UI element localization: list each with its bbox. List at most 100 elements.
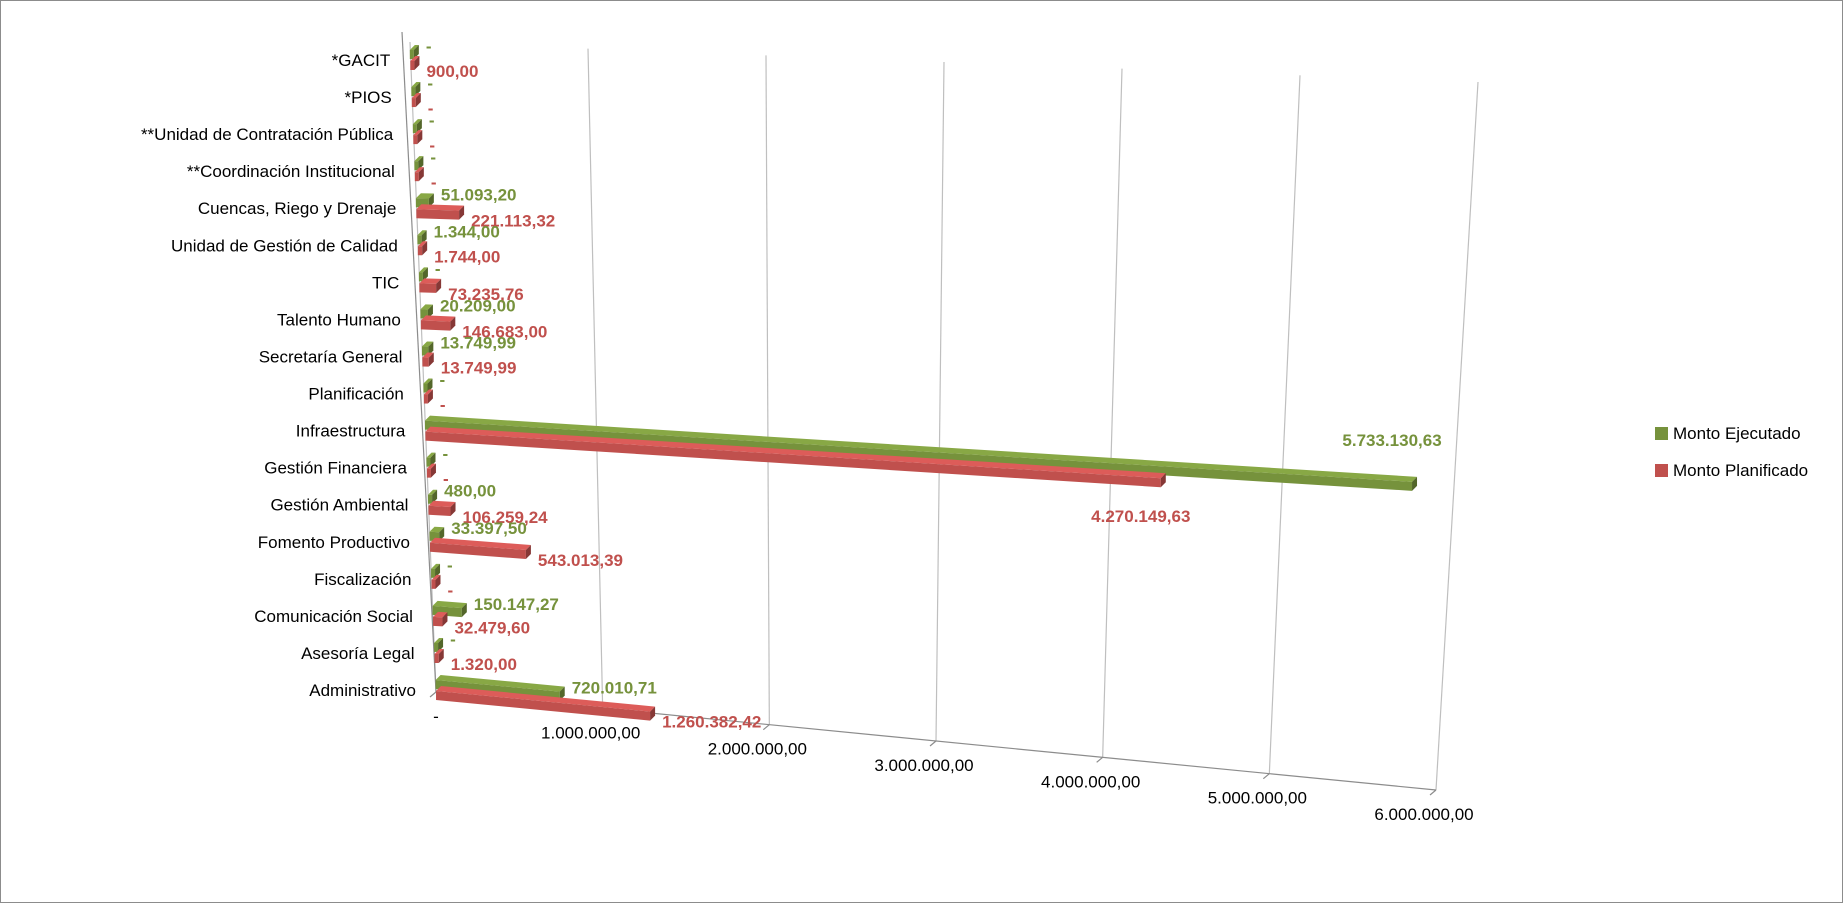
category-label: Gestión Financiera (264, 459, 407, 478)
tick-mark-4 (1096, 756, 1104, 763)
data-label-ejecutado: 720.010,71 (572, 679, 657, 698)
bar-planificado (410, 56, 420, 71)
bar-planificado (436, 686, 656, 721)
bar-planificado (423, 389, 433, 404)
category-label: *GACIT (332, 51, 391, 70)
legend-label-1: Monto Planificado (1673, 461, 1808, 480)
bar-planificado (425, 426, 1166, 488)
category-label: Fiscalización (314, 570, 411, 589)
category-label: Cuencas, Riego y Drenaje (198, 199, 396, 218)
bars-layer (409, 45, 1418, 721)
gridline-4 (1102, 68, 1123, 758)
bar-ejecutado (423, 378, 433, 393)
legend: Monto Ejecutado Monto Planificado (1655, 424, 1808, 480)
data-label-planificado: 4.270.149,63 (1091, 507, 1190, 526)
bar-ejecutado (417, 230, 427, 245)
data-label-planificado: 106.259,24 (463, 508, 549, 527)
tick-mark-6 (1429, 789, 1437, 796)
x-axis-ticks: - 1.000.000,00 2.000.000,00 3.000.000,00 4.0… (433, 707, 1473, 824)
data-label-planificado: - (443, 470, 449, 489)
data-label-ejecutado: 5.733.130,63 (1342, 431, 1441, 450)
y-axis-line (401, 31, 437, 693)
data-label-planificado: 221.113,32 (471, 212, 555, 231)
bar-ejecutado (412, 119, 422, 134)
bar-ejecutado (424, 415, 1418, 491)
data-label-planificado: 146.683,00 (462, 323, 547, 342)
legend-swatch-0 (1655, 427, 1668, 440)
category-label: **Coordinación Institucional (187, 162, 395, 181)
bar-planificado (416, 204, 465, 220)
x-tick-label-5: 5.000.000,00 (1208, 789, 1307, 808)
category-label: Secretaría General (259, 347, 403, 366)
data-label-ejecutado: 480,00 (444, 482, 496, 501)
bar-planificado (417, 241, 428, 256)
data-label-ejecutado: 1.344,00 (434, 222, 500, 241)
bar-planificado (422, 352, 434, 367)
gridline-6 (1435, 81, 1479, 791)
category-label: Planificación (308, 385, 403, 404)
category-label: Fomento Productivo (258, 533, 410, 552)
data-label-ejecutado: 33.397,50 (451, 519, 527, 538)
bar-planificado (411, 93, 421, 108)
data-label-ejecutado: - (426, 37, 432, 56)
bar-planificado (426, 463, 436, 478)
data-label-planificado: - (440, 396, 446, 415)
category-label: Talento Humano (277, 310, 401, 329)
tick-mark-3 (929, 740, 937, 747)
category-label: *PIOS (345, 88, 392, 107)
x-tick-label-1: 1.000.000,00 (541, 723, 640, 742)
bar-planificado (433, 611, 448, 627)
data-label-ejecutado: - (427, 74, 433, 93)
gridline-3 (935, 61, 945, 742)
bar-ejecutado (411, 82, 421, 97)
data-label-planificado: - (447, 581, 453, 600)
tick-mark-2 (762, 724, 770, 731)
bar-ejecutado (426, 452, 436, 467)
grid-layer (401, 31, 1479, 796)
category-label: Infraestructura (296, 422, 406, 441)
data-label-ejecutado: - (430, 148, 436, 167)
bar-planificado (414, 167, 424, 182)
category-label: Asesoría Legal (301, 644, 414, 663)
gridline-1 (587, 48, 604, 709)
bar-ejecutado (414, 156, 424, 171)
data-label-planificado: 13.749,99 (441, 359, 517, 378)
bar-ejecutado (418, 267, 428, 282)
category-label: Administrativo (309, 681, 416, 700)
data-label-planificado: 32.479,60 (454, 618, 530, 637)
bar-planificado (429, 537, 531, 559)
bar-ejecutado (420, 304, 433, 319)
data-label-planificado: 1.320,00 (451, 655, 517, 674)
data-label-planificado: 543.013,39 (538, 551, 623, 570)
category-label: TIC (372, 273, 399, 292)
data-label-ejecutado: - (439, 371, 445, 390)
legend-label-0: Monto Ejecutado (1673, 424, 1801, 443)
bar-planificado (419, 278, 442, 293)
data-label-ejecutado: 20.209,00 (440, 297, 516, 316)
data-label-planificado: - (428, 99, 434, 118)
data-label-planificado: - (429, 136, 435, 155)
gridline-5 (1268, 75, 1301, 774)
category-label: Unidad de Gestión de Calidad (171, 236, 398, 255)
data-label-planificado: - (431, 173, 437, 192)
category-label: **Unidad de Contratación Pública (141, 125, 394, 144)
bar-planificado (420, 315, 456, 331)
category-label: Comunicación Social (254, 607, 413, 626)
x-tick-label-0: - (433, 707, 439, 726)
data-label-ejecutado: - (447, 556, 453, 575)
bar-ejecutado (434, 637, 444, 652)
bar-ejecutado (409, 45, 419, 59)
x-tick-label-4: 4.000.000,00 (1041, 772, 1140, 791)
data-label-ejecutado: - (429, 111, 435, 130)
gridline-2 (765, 55, 770, 725)
data-label-planificado: 900,00 (426, 62, 478, 81)
data-label-planificado: 1.744,00 (434, 247, 500, 266)
bar-planificado (428, 500, 456, 517)
data-label-ejecutado: - (450, 630, 456, 649)
bar-planificado (434, 648, 444, 663)
tick-mark-0 (429, 691, 437, 698)
data-label-planificado: 73.235,76 (448, 285, 524, 304)
data-label-ejecutado: - (443, 445, 449, 464)
x-tick-label-3: 3.000.000,00 (874, 756, 973, 775)
